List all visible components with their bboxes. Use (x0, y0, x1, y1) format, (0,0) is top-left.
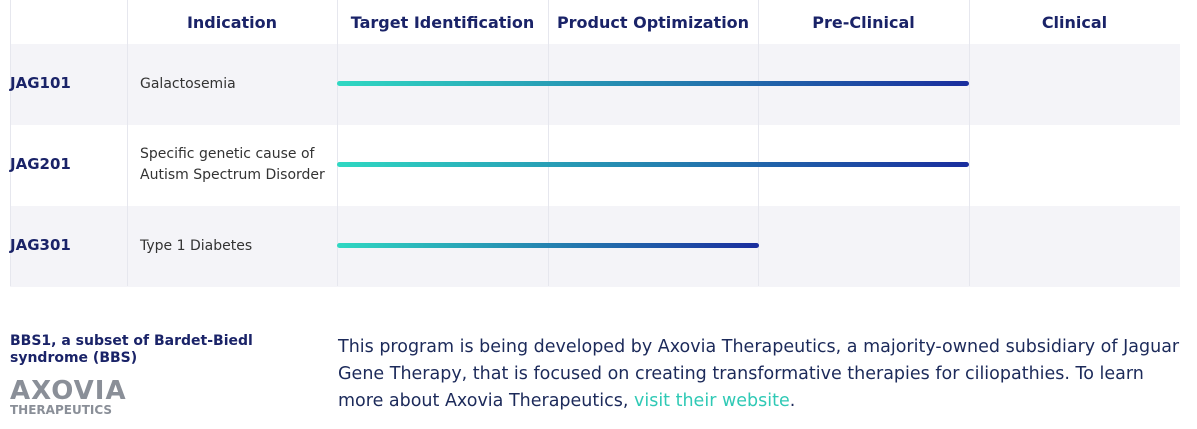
column-line (548, 0, 549, 286)
progress-bar (337, 243, 759, 248)
column-header: Target Identification (350, 12, 535, 32)
logo-subtitle: THERAPEUTICS (10, 403, 113, 417)
column-header: Product Optimization (556, 12, 750, 32)
column-line (10, 0, 11, 286)
progress-bar (337, 162, 970, 167)
column-line (758, 0, 759, 286)
program-name: JAG101 (10, 74, 71, 92)
column-line (969, 0, 970, 286)
column-line (337, 0, 338, 286)
program-name: JAG301 (10, 236, 71, 254)
pipeline-table: Indication Target Identification Product O… (10, 0, 1180, 287)
column-header: Indication (186, 12, 278, 32)
note-program: BBS1, a subset of Bardet-Biedl syndrome … (10, 333, 253, 366)
indication: Type 1 Diabetes (140, 237, 253, 254)
logo: AXOVIA THERAPEUTICS (10, 378, 127, 416)
column-header: Pre-Clinical (812, 12, 915, 32)
indication: Galactosemia (140, 75, 236, 92)
website-link[interactable]: visit their website (633, 391, 790, 411)
logo-name: AXOVIA (10, 376, 127, 406)
indication: Specific genetic cause of Autism Spectru… (140, 146, 325, 183)
note-end: . (789, 391, 796, 411)
column-line (127, 0, 128, 286)
column-header: Clinical (1041, 12, 1108, 32)
note-body: This program is being developed by Axovi… (338, 337, 1180, 411)
note-text: This program is being developed by Axovi… (338, 334, 1188, 415)
progress-bar (337, 81, 970, 86)
program-name: JAG201 (10, 155, 71, 173)
